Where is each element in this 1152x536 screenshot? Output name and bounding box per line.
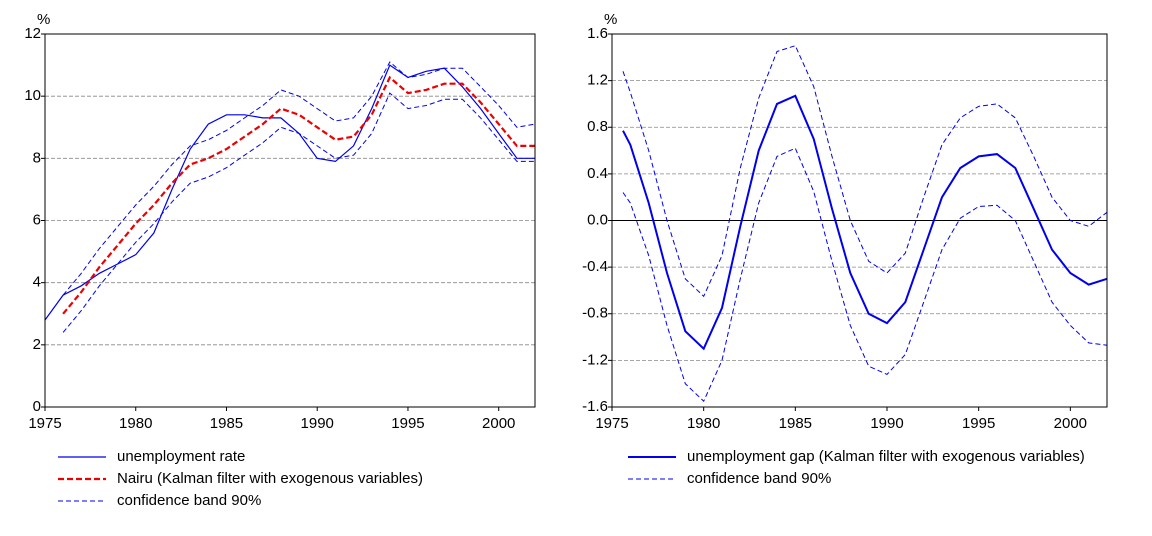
x-tick-label: 1980 — [687, 415, 720, 432]
y-tick-label: -1.2 — [582, 351, 608, 368]
y-tick-label: 12 — [24, 25, 41, 42]
plot-frame — [44, 33, 536, 408]
y-tick-label: -1.6 — [582, 398, 608, 415]
band-line — [622, 45, 1108, 298]
band-line — [62, 61, 536, 296]
x-tick-label: 2000 — [1054, 415, 1087, 432]
legend-label: unemployment rate — [117, 448, 245, 465]
y-tick-label: 1.2 — [587, 72, 608, 89]
y-tick-label: 0 — [33, 398, 41, 415]
x-tick-label: 1975 — [595, 415, 628, 432]
x-tick-label: 1990 — [301, 415, 334, 432]
band-line — [62, 92, 535, 333]
y-tick-label: 0.8 — [587, 118, 608, 135]
legend-label: Nairu (Kalman filter with exogenous vari… — [117, 470, 423, 487]
y-tick-label: 10 — [24, 87, 41, 104]
y-tick-label: 8 — [33, 149, 41, 166]
y-tick-label: 2 — [33, 336, 41, 353]
y-tick-label: 6 — [33, 211, 41, 228]
series-line — [44, 64, 535, 321]
x-tick-label: 1980 — [119, 415, 152, 432]
plot-frame — [611, 33, 1108, 408]
x-tick-label: 1990 — [870, 415, 903, 432]
x-tick-label: 1975 — [28, 415, 61, 432]
legend-label: unemployment gap (Kalman filter with exo… — [687, 448, 1085, 465]
y-tick-label: -0.8 — [582, 305, 608, 322]
legend-label: confidence band 90% — [687, 470, 831, 487]
series-line — [62, 75, 535, 315]
y-tick-label: 0.0 — [587, 211, 608, 228]
x-tick-label: 1995 — [391, 415, 424, 432]
x-tick-label: 1985 — [210, 415, 243, 432]
x-tick-label: 1995 — [962, 415, 995, 432]
y-tick-label: 0.4 — [587, 165, 608, 182]
y-unit: % — [37, 11, 50, 28]
y-tick-label: 1.6 — [587, 25, 608, 42]
x-tick-label: 2000 — [482, 415, 515, 432]
band-line — [622, 147, 1108, 403]
series-line — [622, 94, 1108, 351]
y-tick-label: -0.4 — [582, 258, 608, 275]
x-tick-label: 1985 — [779, 415, 812, 432]
legend-label: confidence band 90% — [117, 492, 261, 509]
y-tick-label: 4 — [33, 274, 41, 291]
y-unit: % — [604, 11, 617, 28]
